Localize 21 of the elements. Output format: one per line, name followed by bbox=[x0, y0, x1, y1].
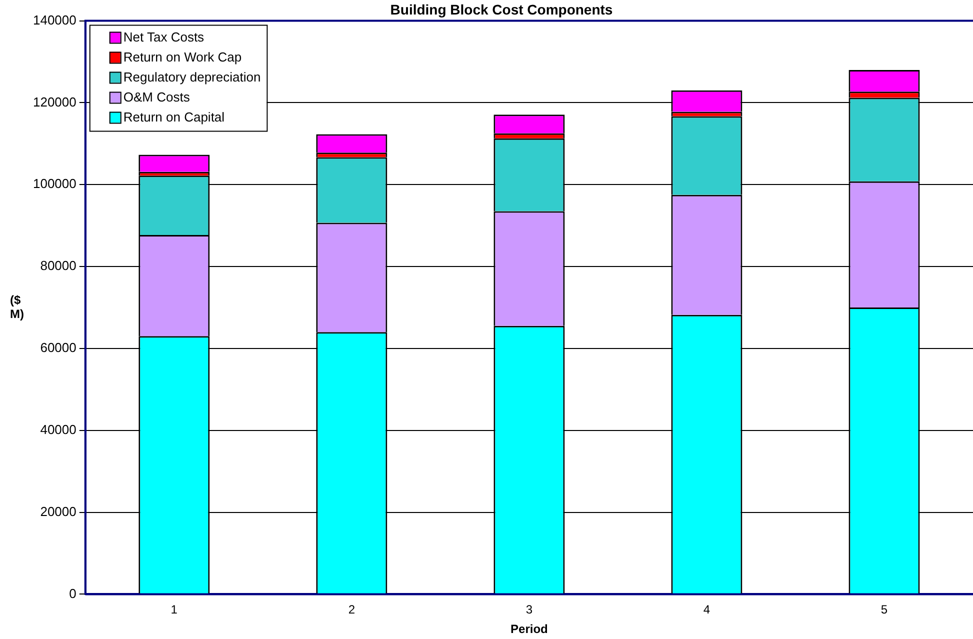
y-tick-label: 100000 bbox=[32, 176, 76, 192]
legend-label: Return on Work Cap bbox=[123, 49, 242, 64]
legend-label: Net Tax Costs bbox=[123, 29, 205, 44]
x-tick-label: 3 bbox=[526, 602, 533, 617]
legend-label: Return on Capital bbox=[123, 109, 225, 124]
x-axis-title: Period bbox=[510, 622, 548, 636]
x-tick-label: 2 bbox=[348, 602, 356, 617]
x-tick-label: 5 bbox=[880, 602, 888, 617]
y-axis-title: ($ M) bbox=[10, 292, 24, 321]
legend-label: Regulatory depreciation bbox=[123, 69, 261, 84]
y-tick-label: 80000 bbox=[40, 258, 76, 274]
y-tick-label: 120000 bbox=[32, 94, 76, 110]
chart-title: Building Block Cost Components bbox=[390, 1, 613, 18]
legend-label: O&M Costs bbox=[123, 89, 190, 104]
y-tick-label: 60000 bbox=[40, 340, 76, 356]
y-tick-label: 20000 bbox=[40, 504, 76, 519]
x-tick-label: 4 bbox=[703, 602, 710, 617]
x-tick-label: 1 bbox=[170, 602, 178, 617]
y-tick-label: 40000 bbox=[40, 422, 76, 437]
y-tick-label: 140000 bbox=[32, 12, 76, 28]
y-tick-label: 0 bbox=[69, 586, 76, 601]
